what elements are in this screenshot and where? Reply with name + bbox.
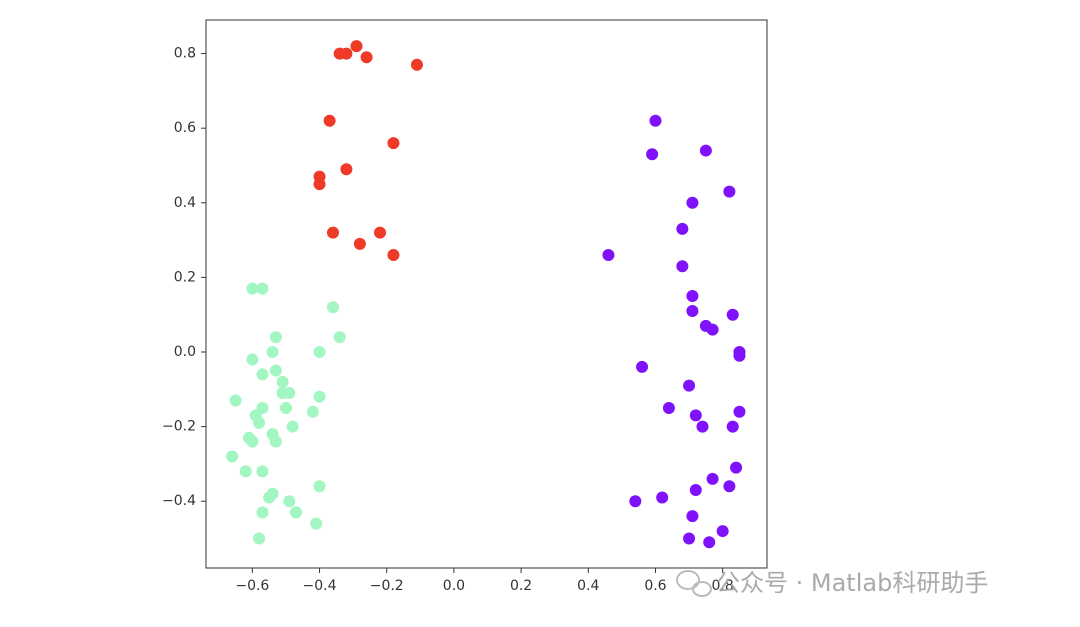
x-tick-label: 0.0 (443, 578, 465, 594)
y-tick-label: 0.0 (174, 344, 196, 360)
point (276, 375, 289, 388)
axes-frame (205, 19, 768, 569)
point (649, 114, 662, 127)
point (353, 237, 366, 250)
y-tick-label: 0.8 (174, 46, 196, 62)
point (326, 226, 339, 239)
point (253, 532, 266, 545)
point (703, 536, 716, 549)
point (256, 368, 269, 381)
point (340, 163, 353, 176)
point (253, 416, 266, 429)
point (340, 47, 353, 60)
point (313, 178, 326, 191)
point (706, 323, 719, 336)
point (269, 435, 282, 448)
point (256, 282, 269, 295)
point (733, 405, 746, 418)
x-tick-label: 0.2 (510, 578, 532, 594)
point (696, 420, 709, 433)
x-tick-label: 0.6 (644, 578, 666, 594)
point (602, 249, 615, 262)
point (723, 480, 736, 493)
point (313, 346, 326, 359)
point (733, 349, 746, 362)
point (686, 290, 699, 303)
point (662, 401, 675, 414)
point (269, 364, 282, 377)
point (246, 353, 259, 366)
point (266, 346, 279, 359)
point (716, 525, 729, 538)
point (246, 435, 259, 448)
point (689, 409, 702, 422)
point (629, 495, 642, 508)
point (246, 282, 259, 295)
point (387, 249, 400, 262)
point (723, 185, 736, 198)
y-tick-label: 0.6 (174, 120, 196, 136)
point (683, 532, 696, 545)
point (323, 114, 336, 127)
point (683, 379, 696, 392)
point (229, 394, 242, 407)
point (313, 480, 326, 493)
point (686, 510, 699, 523)
x-tick-label: 0.8 (712, 578, 734, 594)
y-tick-label: −0.2 (162, 419, 196, 435)
y-tick-label: 0.2 (174, 269, 196, 285)
point (256, 465, 269, 478)
point (699, 144, 712, 157)
point (387, 137, 400, 150)
point (374, 226, 387, 239)
point (310, 517, 323, 530)
point (306, 405, 319, 418)
y-tick-label: 0.4 (174, 195, 196, 211)
point (269, 331, 282, 344)
point (256, 506, 269, 519)
point (263, 491, 276, 504)
point (313, 390, 326, 403)
point (286, 420, 299, 433)
point (689, 484, 702, 497)
point (276, 387, 289, 400)
point (726, 420, 739, 433)
point (646, 148, 659, 161)
x-tick-label: −0.6 (235, 578, 269, 594)
point (333, 331, 346, 344)
point (636, 360, 649, 373)
point (239, 465, 252, 478)
x-tick-label: 0.4 (577, 578, 599, 594)
point (226, 450, 239, 463)
point (279, 401, 292, 414)
point (676, 222, 689, 235)
watermark-icon (676, 570, 712, 597)
point (676, 260, 689, 273)
point (283, 495, 296, 508)
point (410, 58, 423, 71)
point (686, 196, 699, 209)
point (686, 304, 699, 317)
x-tick-label: −0.2 (370, 578, 404, 594)
point (730, 461, 743, 474)
point (360, 51, 373, 64)
point (326, 301, 339, 314)
point (656, 491, 669, 504)
point (290, 506, 303, 519)
point (726, 308, 739, 321)
y-tick-label: −0.4 (162, 493, 196, 509)
plot-area (226, 40, 746, 549)
point (706, 472, 719, 485)
point (350, 40, 363, 53)
watermark: 公众号 · Matlab科研助手 (716, 569, 988, 597)
x-tick-label: −0.4 (303, 578, 337, 594)
